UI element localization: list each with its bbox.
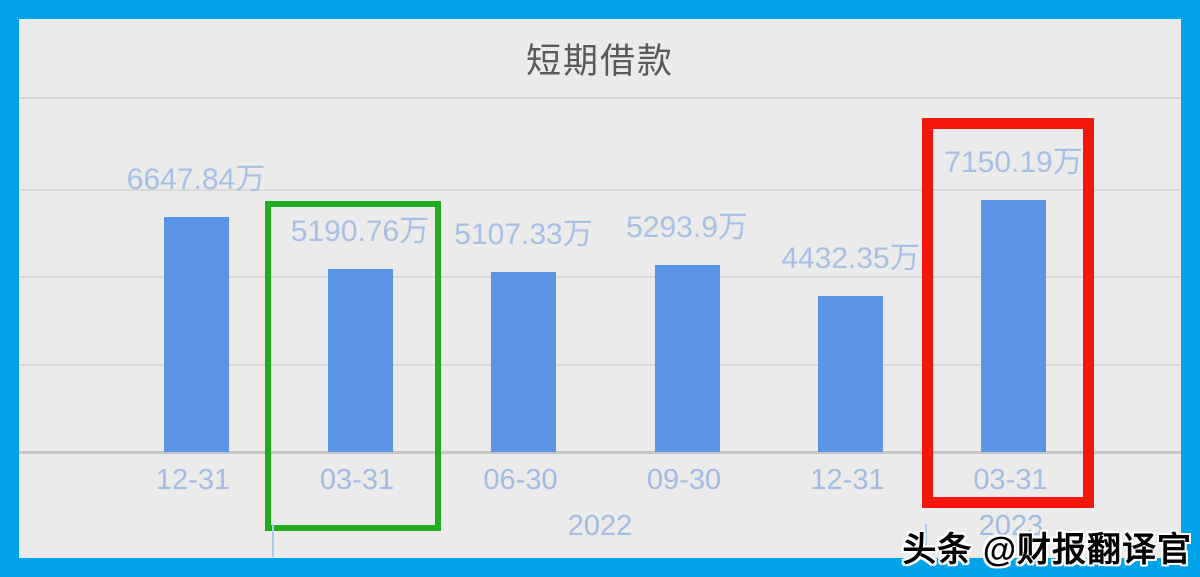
bar-03-31[interactable] (981, 199, 1046, 452)
green-highlight-box (265, 201, 441, 531)
bar-03-31[interactable] (327, 268, 393, 452)
bar-value-label: 7150.19万 (944, 145, 1083, 179)
bar-06-30[interactable] (491, 271, 556, 452)
x-axis-label: 09-30 (646, 464, 722, 496)
gridline (19, 276, 1181, 278)
bar-value-label: 5107.33万 (454, 217, 593, 251)
red-highlight-box (922, 118, 1094, 508)
x-axis-label: 12-31 (155, 464, 231, 496)
bar-value-label: 4432.35万 (781, 241, 920, 275)
bar-value-label: 5293.9万 (626, 211, 748, 245)
bar-09-30[interactable] (654, 265, 720, 452)
year-separator-tick (925, 524, 927, 557)
x-axis-label: 06-30 (483, 464, 558, 496)
gridline (19, 189, 1181, 191)
x-axis-label: 12-31 (810, 464, 885, 496)
bar-value-label: 6647.84万 (126, 163, 266, 197)
bar-12-31[interactable] (163, 217, 229, 452)
bar-value-label: 5190.76万 (290, 214, 430, 248)
year-label-2022: 2022 (567, 510, 633, 542)
watermark: 头条 @财报翻译官 (902, 531, 1192, 569)
bar-12-31[interactable] (818, 295, 883, 452)
x-axis-line (19, 451, 1181, 454)
x-axis-label: 03-31 (319, 464, 395, 496)
year-separator-tick (272, 524, 274, 557)
gridline (19, 364, 1181, 366)
title-separator-line (19, 97, 1181, 99)
chart-title: 短期借款 (525, 42, 674, 81)
x-axis-label: 03-31 (973, 464, 1048, 496)
year-label-2023: 2023 (978, 510, 1044, 542)
